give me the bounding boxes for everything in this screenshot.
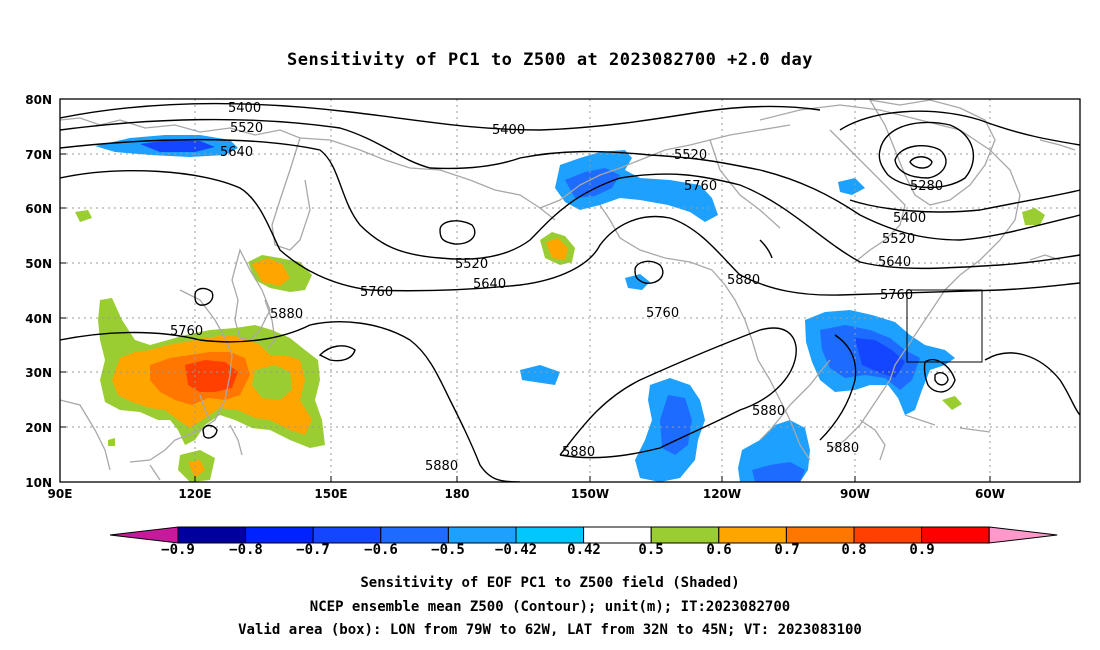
- lat-axis: [60, 98, 66, 483]
- contour-label: 5880: [425, 459, 458, 474]
- lat-tick-label: 10N: [25, 476, 52, 490]
- colorbar-label: 0.5: [638, 542, 664, 558]
- valid-area-box: [906, 289, 983, 363]
- lon-tick-label: 120E: [178, 487, 211, 501]
- colorbar-bin: [380, 526, 449, 544]
- contour-label: 5760: [684, 179, 717, 194]
- negative-region-alaska: [555, 150, 718, 222]
- lat-tick-label: 60N: [25, 202, 52, 216]
- colorbar-above-triangle: [988, 526, 1058, 544]
- positive-spot: [75, 210, 92, 222]
- negative-spot: [520, 365, 560, 385]
- colorbar-label: 0.7: [774, 542, 800, 558]
- colorbar-below-triangle: [109, 526, 179, 544]
- z500-contours: [60, 102, 1080, 482]
- lon-tick-label: 180: [444, 487, 469, 501]
- contour-label: 5640: [878, 255, 911, 270]
- colorbar-bin: [515, 526, 585, 544]
- contour-label: 5520: [882, 232, 915, 247]
- lat-tick-label: 70N: [25, 148, 52, 162]
- positive-spot: [942, 396, 962, 410]
- contour-label: 5760: [880, 288, 913, 303]
- colorbar-bin: [177, 526, 247, 544]
- colorbar-label: −0.6: [364, 542, 398, 558]
- colorbar-bin: [583, 526, 652, 544]
- negative-spot: [838, 178, 865, 195]
- negative-region-arctic-dark: [140, 140, 215, 152]
- colorbar: [109, 526, 1058, 544]
- lon-tick-label: 90E: [48, 487, 73, 501]
- contour-label: 5880: [752, 404, 785, 419]
- colorbar-label: −0.9: [161, 542, 195, 558]
- positive-spot: [1022, 208, 1045, 225]
- caption-valid-area: Valid area (box): LON from 79W to 62W, L…: [238, 622, 862, 638]
- positive-spot: [108, 438, 115, 446]
- colorbar-bin: [718, 526, 787, 544]
- colorbar-label: −0.8: [229, 542, 263, 558]
- lat-tick-label: 30N: [25, 366, 52, 380]
- colorbar-bin: [650, 526, 720, 544]
- contour-label: 5400: [228, 101, 261, 116]
- negative-region-southeast-us-dark: [855, 338, 905, 378]
- positive-spot: [188, 460, 205, 478]
- lat-tick-label: 40N: [25, 312, 52, 326]
- caption-shaded: Sensitivity of EOF PC1 to Z500 field (Sh…: [360, 575, 740, 591]
- contour-label: 5400: [492, 123, 525, 138]
- negative-region-mexico-dark: [752, 462, 805, 482]
- lat-tick-label: 50N: [25, 257, 52, 271]
- lon-labels: 90E 120E 150E 180 150W 120W 90W 60W: [48, 487, 1005, 501]
- contour-label: 5520: [455, 257, 488, 272]
- negative-region-east-pacific-dark: [660, 395, 692, 455]
- lon-tick-label: 60W: [975, 487, 1005, 501]
- shaded-sensitivity: [75, 135, 1045, 482]
- negative-region-alaska-dark: [565, 168, 620, 198]
- plot-frame: [59, 98, 1081, 483]
- colorbar-label: −0.7: [296, 542, 330, 558]
- colorbar-bin: [785, 526, 855, 544]
- lon-tick-label: 120W: [703, 487, 741, 501]
- contour-label: 5880: [562, 445, 595, 460]
- colorbar-label: 0.9: [909, 542, 935, 558]
- lat-tick-label: 20N: [25, 421, 52, 435]
- lon-axis: [59, 476, 991, 482]
- contour-label: 5760: [170, 324, 203, 339]
- contour-label: 5640: [473, 277, 506, 292]
- contour-label: 5880: [826, 441, 859, 456]
- lon-tick-label: 150W: [571, 487, 609, 501]
- colorbar-bin: [447, 526, 517, 544]
- contour-label: 5760: [360, 285, 393, 300]
- lon-tick-label: 90W: [840, 487, 870, 501]
- contour-label: 5280: [910, 179, 943, 194]
- contour-label: 5880: [270, 307, 303, 322]
- colorbar-label: −0.5: [431, 542, 465, 558]
- contour-label: 5880: [727, 273, 760, 288]
- caption-contour: NCEP ensemble mean Z500 (Contour); unit(…: [309, 599, 791, 615]
- colorbar-bin: [312, 526, 382, 544]
- negative-spot: [625, 274, 650, 290]
- lat-labels: 80N 70N 60N 50N 40N 30N 20N 10N: [25, 93, 52, 490]
- colorbar-bin: [921, 526, 990, 544]
- colorbar-label: 0.42: [567, 542, 601, 558]
- contour-label: 5640: [220, 145, 253, 160]
- positive-region-bering-orange: [546, 238, 568, 260]
- colorbar-bin: [245, 526, 314, 544]
- lon-tick-label: 150E: [314, 487, 347, 501]
- contour-labels: 5400 5520 5640 5400 5520 5760 5280 5400 …: [170, 101, 943, 474]
- colorbar-label: 0.6: [706, 542, 732, 558]
- contour-label: 5520: [230, 121, 263, 136]
- colorbar-label: 0.8: [841, 542, 867, 558]
- map-title: Sensitivity of PC1 to Z500 at 2023082700…: [286, 50, 813, 70]
- positive-region-asia-white: [252, 365, 292, 400]
- lat-tick-label: 80N: [25, 93, 52, 107]
- contour-label: 5760: [646, 306, 679, 321]
- positive-region-ne-asia-orange: [252, 258, 290, 286]
- positive-region-asia-red: [185, 360, 238, 392]
- contour-label: 5400: [893, 211, 926, 226]
- contour-label: 5520: [674, 148, 707, 163]
- colorbar-bin: [853, 526, 923, 544]
- colorbar-label: −0.42: [494, 542, 538, 558]
